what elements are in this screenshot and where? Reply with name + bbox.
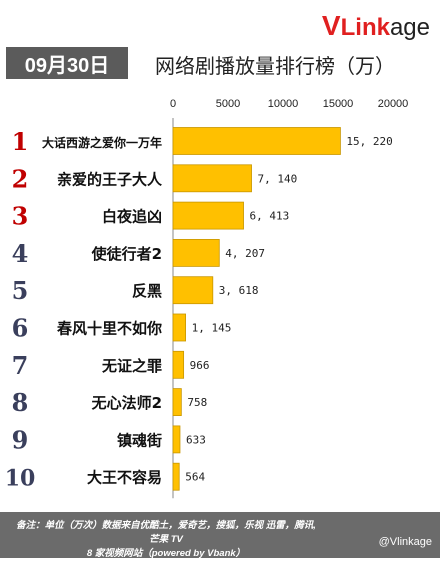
category-label: 大王不容易 (87, 469, 162, 487)
category-label: 反黑 (132, 282, 162, 300)
date-badge: 09月30日 (6, 47, 128, 79)
x-tick-label: 0 (170, 98, 176, 110)
bar (172, 238, 220, 267)
category-label: 大话西游之爱你一万年 (42, 135, 162, 150)
rank-number: 3 (12, 202, 29, 231)
bar (172, 201, 244, 230)
x-tick-label: 20000 (378, 98, 409, 110)
rank-number: 9 (12, 425, 29, 454)
value-label: 6, 413 (250, 210, 290, 223)
rank-number: 4 (12, 239, 29, 268)
bar (172, 388, 182, 417)
bar-chart: 0 5000 10000 15000 20000 1 大话西游之爱你一万年 15, 220 2 亲… (5, 98, 409, 499)
value-label: 15, 220 (346, 135, 392, 148)
rank-number: 8 (12, 388, 29, 417)
category-label: 无心法师2 (91, 394, 162, 412)
value-label: 758 (187, 396, 207, 409)
value-label: 966 (190, 359, 210, 372)
x-tick-label: 15000 (323, 98, 354, 110)
x-tick-label: 10000 (268, 98, 299, 110)
x-tick-label: 5000 (216, 98, 240, 110)
category-label: 亲爱的王子大人 (57, 170, 163, 188)
category-label: 春风十里不如你 (57, 320, 162, 338)
weibo-handle: @Vlinkage (378, 536, 432, 548)
value-label: 7, 140 (258, 172, 298, 185)
bar (172, 313, 186, 342)
category-label: 镇魂街 (117, 431, 162, 449)
value-label: 633 (186, 433, 206, 446)
value-label: 564 (185, 471, 205, 484)
category-label: 白夜追凶 (102, 208, 162, 226)
value-label: 1, 145 (192, 322, 232, 335)
category-label: 无证之罪 (101, 357, 162, 375)
footer-note-line1: 备注：单位（万次）数据来自优酷土，爱奇艺，搜狐，乐视 迅雷，腾讯,芒果 TV (16, 520, 316, 545)
bar (172, 127, 341, 155)
footer-note-line2: 8 家视频网站（powered by Vbank） (86, 548, 246, 559)
value-label: 3, 618 (219, 284, 259, 297)
value-label: 4, 207 (225, 247, 265, 260)
bar (172, 164, 252, 193)
bar (172, 350, 185, 379)
bar (172, 462, 180, 491)
rank-number: 1 (12, 127, 29, 156)
footer-note: 备注：单位（万次）数据来自优酷土，爱奇艺，搜狐，乐视 迅雷，腾讯,芒果 TV 8… (16, 519, 316, 561)
rank-number: 2 (12, 164, 29, 193)
rank-number: 7 (12, 351, 29, 380)
chart-title: 网络剧播放量排行榜（万） (155, 54, 395, 78)
vlinkage-logo: VLinkage (321, 10, 430, 41)
rank-number: 6 (12, 314, 29, 343)
rank-number: 5 (12, 276, 29, 305)
rank-number: 10 (5, 466, 36, 492)
footer-bar: 备注：单位（万次）数据来自优酷土，爱奇艺，搜狐，乐视 迅雷，腾讯,芒果 TV 8… (0, 512, 440, 561)
bar (172, 425, 181, 454)
bar (172, 276, 214, 305)
category-label: 使徒行者2 (91, 245, 162, 263)
